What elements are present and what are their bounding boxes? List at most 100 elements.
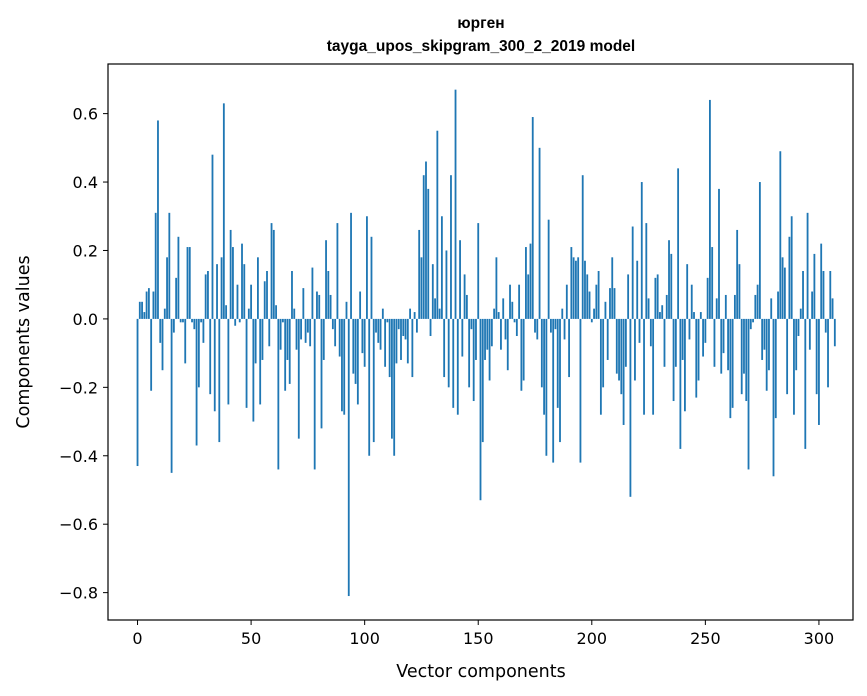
bar (341, 318, 343, 412)
bar (268, 318, 271, 347)
bar (143, 312, 146, 319)
bar (618, 318, 620, 381)
bar (758, 182, 761, 319)
bar (543, 318, 546, 415)
bar (493, 308, 496, 319)
bar (536, 318, 539, 340)
bar (777, 291, 779, 319)
bar (372, 318, 375, 443)
bar (475, 318, 477, 360)
bar (827, 318, 829, 388)
y-tick-label: 0.6 (73, 105, 98, 124)
bar (193, 318, 196, 330)
bar (322, 318, 325, 360)
bar (709, 99, 711, 319)
bar (774, 318, 777, 419)
bar (400, 318, 402, 360)
bar (815, 318, 818, 395)
bar (404, 318, 407, 340)
bar (463, 274, 466, 319)
bar (186, 247, 189, 319)
bar (804, 318, 807, 449)
bar (715, 298, 718, 319)
bar (813, 253, 816, 319)
y-axis-ticks: −0.8 −0.6 −0.4 −0.2 0.0 0.2 0.4 0.6 (59, 105, 108, 603)
bar (697, 318, 700, 381)
bar (574, 260, 577, 319)
bar (366, 216, 368, 319)
bar (793, 318, 795, 415)
bar (806, 212, 809, 319)
bar (465, 294, 468, 319)
bar (679, 318, 682, 449)
y-tick-label: 0.2 (73, 241, 98, 260)
bar (157, 120, 159, 319)
bar (152, 291, 155, 319)
bar (379, 318, 382, 350)
bar (182, 318, 184, 323)
bar (788, 236, 791, 319)
bar (363, 318, 366, 367)
bar (445, 250, 448, 319)
bar (731, 318, 734, 408)
bar (388, 318, 391, 378)
bar (368, 318, 371, 456)
bar (386, 318, 389, 323)
bar (311, 267, 314, 319)
bar (200, 318, 203, 323)
bar (304, 318, 307, 343)
bar (588, 291, 591, 319)
bar (752, 318, 754, 323)
bar (740, 318, 743, 395)
bar (690, 284, 693, 319)
bar (327, 271, 330, 319)
bar (456, 318, 459, 415)
bar (556, 318, 559, 408)
bar (334, 318, 337, 347)
bar (699, 312, 702, 319)
bar (159, 318, 162, 343)
bar (772, 318, 775, 477)
bar (479, 318, 482, 501)
bar (411, 318, 414, 378)
bar (631, 226, 634, 319)
bar (436, 130, 439, 319)
bar (577, 257, 580, 319)
bar (422, 175, 425, 319)
bar (559, 318, 561, 443)
bar (150, 318, 153, 391)
bar (486, 318, 489, 350)
x-axis-ticks: 0 50 100 150 200 250 300 (132, 620, 834, 648)
bar (520, 318, 523, 391)
bar (595, 284, 598, 319)
bar (606, 318, 609, 360)
bar (833, 318, 836, 347)
bar (266, 271, 268, 319)
bar (490, 318, 493, 347)
bar (615, 318, 618, 374)
bar (434, 298, 436, 319)
bar (713, 318, 716, 367)
bar (495, 257, 498, 319)
bar (770, 298, 773, 319)
bar (270, 223, 273, 319)
bar (438, 308, 441, 319)
y-tick-label: −0.2 (59, 378, 98, 397)
bar (229, 229, 232, 319)
bar (454, 89, 457, 319)
bars-group (136, 89, 836, 597)
bar (529, 243, 532, 319)
bar (472, 318, 475, 402)
bar (561, 308, 564, 319)
bar (209, 318, 212, 395)
x-tick-label: 200 (577, 629, 608, 648)
bar (668, 240, 670, 319)
bar (168, 212, 171, 319)
bar (216, 264, 218, 319)
bar (222, 103, 225, 319)
bar (406, 318, 409, 364)
bar (297, 318, 300, 439)
bar (781, 257, 784, 319)
bar (611, 257, 614, 319)
bar (220, 257, 223, 319)
